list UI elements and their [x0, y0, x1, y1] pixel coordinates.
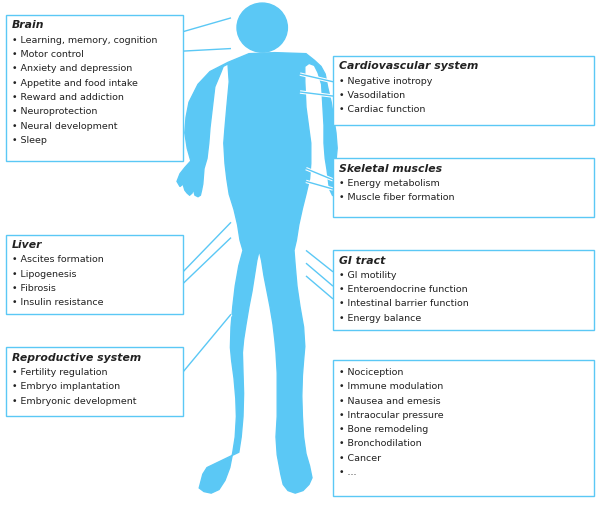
Text: Skeletal muscles: Skeletal muscles — [339, 164, 442, 174]
Text: • ...: • ... — [339, 468, 356, 477]
Text: • Energy balance: • Energy balance — [339, 314, 421, 323]
FancyBboxPatch shape — [333, 360, 594, 496]
Text: • Bone remodeling: • Bone remodeling — [339, 425, 428, 434]
Text: • Cancer: • Cancer — [339, 454, 381, 463]
Text: • Nausea and emesis: • Nausea and emesis — [339, 397, 440, 406]
Text: Brain: Brain — [12, 20, 44, 31]
Text: • Intestinal barrier function: • Intestinal barrier function — [339, 299, 469, 309]
Text: • Motor control: • Motor control — [12, 50, 84, 59]
Text: • Reward and addiction: • Reward and addiction — [12, 93, 124, 102]
Text: Reproductive system: Reproductive system — [12, 353, 141, 363]
FancyBboxPatch shape — [6, 235, 183, 314]
Polygon shape — [177, 53, 347, 493]
Text: Cardiovascular system: Cardiovascular system — [339, 61, 478, 72]
Text: • Neuroprotection: • Neuroprotection — [12, 107, 97, 117]
Text: • Fertility regulation: • Fertility regulation — [12, 368, 107, 377]
Text: • Vasodilation: • Vasodilation — [339, 91, 405, 100]
FancyBboxPatch shape — [333, 250, 594, 330]
Text: • Enteroendocrine function: • Enteroendocrine function — [339, 285, 467, 294]
Ellipse shape — [237, 3, 287, 52]
FancyBboxPatch shape — [6, 347, 183, 416]
Text: • Intraocular pressure: • Intraocular pressure — [339, 411, 443, 420]
Text: • Lipogenesis: • Lipogenesis — [12, 270, 77, 279]
Text: • Muscle fiber formation: • Muscle fiber formation — [339, 193, 455, 202]
Text: Liver: Liver — [12, 240, 43, 250]
Text: • Neural development: • Neural development — [12, 122, 118, 131]
Text: • Ascites formation: • Ascites formation — [12, 256, 104, 265]
Text: • Learning, memory, cognition: • Learning, memory, cognition — [12, 36, 157, 45]
FancyBboxPatch shape — [333, 158, 594, 217]
FancyBboxPatch shape — [333, 56, 594, 125]
Text: • Nociception: • Nociception — [339, 368, 403, 377]
Text: • Anxiety and depression: • Anxiety and depression — [12, 64, 132, 74]
Text: GI tract: GI tract — [339, 256, 385, 266]
Text: • Bronchodilation: • Bronchodilation — [339, 439, 422, 449]
Text: • Fibrosis: • Fibrosis — [12, 284, 56, 293]
Text: • Negative inotropy: • Negative inotropy — [339, 77, 433, 86]
Text: • Appetite and food intake: • Appetite and food intake — [12, 79, 138, 88]
Text: • Immune modulation: • Immune modulation — [339, 382, 443, 391]
Text: • Sleep: • Sleep — [12, 136, 47, 145]
Text: • Embryo implantation: • Embryo implantation — [12, 382, 120, 391]
Text: • GI motility: • GI motility — [339, 271, 397, 280]
Text: • Insulin resistance: • Insulin resistance — [12, 298, 104, 308]
FancyBboxPatch shape — [6, 15, 183, 161]
Text: • Energy metabolism: • Energy metabolism — [339, 179, 440, 188]
Text: • Embryonic development: • Embryonic development — [12, 397, 137, 406]
Text: • Cardiac function: • Cardiac function — [339, 105, 425, 114]
